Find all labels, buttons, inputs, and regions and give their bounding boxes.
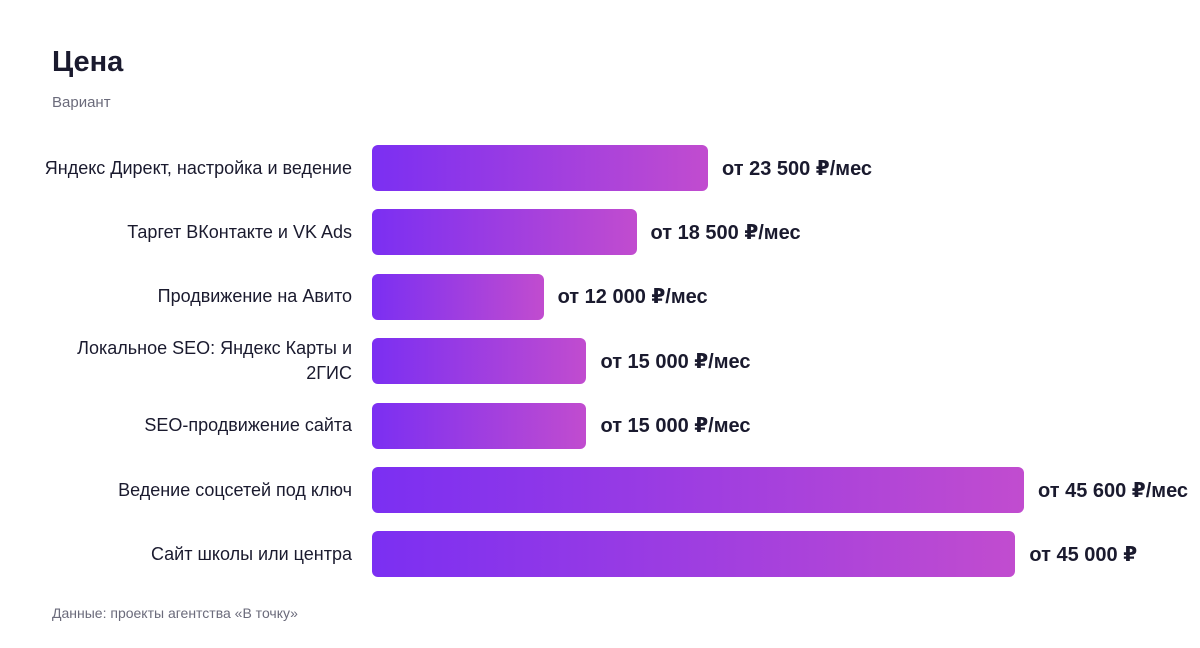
value-label: от 15 000 ₽/мес xyxy=(600,415,751,438)
y-tick-label: Сайт школы или центра xyxy=(150,543,352,564)
y-tick-label: SEO-продвижение сайта xyxy=(144,415,352,436)
bar xyxy=(372,402,587,449)
y-tick-label: Таргет ВКонтакте и VK Ads xyxy=(127,221,352,242)
bar xyxy=(372,531,1016,578)
y-tick-label: Локальное SEO: Яндекс Карты и 2ГИС xyxy=(77,338,352,384)
value-label: от 15 000 ₽/мес xyxy=(600,350,751,373)
chart-title: Цена xyxy=(52,46,124,78)
value-label: от 45 000 ₽ xyxy=(1029,543,1138,566)
bar xyxy=(372,467,1024,513)
value-label: от 12 000 ₽/мес xyxy=(557,286,708,309)
source-note: Данные: проекты агентства «В точку» xyxy=(52,605,298,621)
y-tick-label: Продвижение на Авито xyxy=(157,286,352,307)
chart-subtitle: Вариант xyxy=(52,94,111,111)
bar xyxy=(372,145,708,191)
bar xyxy=(372,273,544,320)
value-label: от 18 500 ₽/мес xyxy=(650,221,801,244)
y-tick-label: Ведение соцсетей под ключ xyxy=(118,479,352,500)
bar xyxy=(372,209,637,256)
value-label: от 23 500 ₽/мес xyxy=(722,157,873,180)
bar xyxy=(372,338,587,385)
y-tick-label: Яндекс Директ, настройка и ведение xyxy=(44,157,352,178)
value-label: от 45 600 ₽/мес xyxy=(1038,479,1189,502)
